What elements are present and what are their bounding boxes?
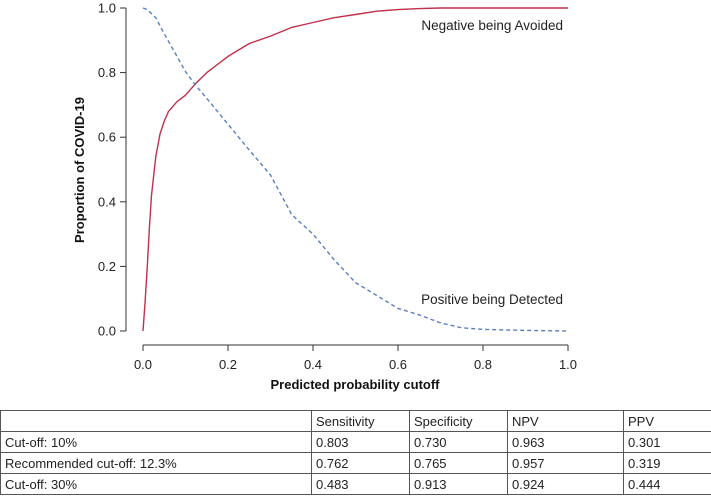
table-cell: 0.963 <box>507 431 624 453</box>
table-cell: 0.483 <box>311 473 410 495</box>
row-label: Cut-off: 10% <box>0 431 312 453</box>
table-header-cell: PPV <box>623 410 711 432</box>
y-tick-label: 0.4 <box>98 194 116 209</box>
y-axis-title: Proportion of COVID-19 <box>72 97 87 243</box>
x-tick-label: 0.8 <box>474 357 492 372</box>
series-line-negative-being-avoided <box>142 7 568 332</box>
axes: 0.0 0.2 0.4 0.6 0.8 1.0 0.0 0.2 0.4 0.6 0.8 1.0 <box>98 1 577 373</box>
table-cell: 0.765 <box>409 452 508 474</box>
table-header-cell <box>0 410 312 432</box>
table-header-cell: Sensitivity <box>311 410 410 432</box>
x-axis-title: Predicted probability cutoff <box>270 377 440 392</box>
table-header-cell: Specificity <box>409 410 508 432</box>
table-cell: 0.957 <box>507 452 624 474</box>
chart: 0.0 0.2 0.4 0.6 0.8 1.0 0.0 0.2 0.4 0.6 0.8 1.0 Neg… <box>72 1 577 393</box>
table-cell: 0.730 <box>409 431 508 453</box>
x-tick-label: 1.0 <box>559 357 577 372</box>
metrics-table: Sensitivity Specificity NPV PPV Cut-off:… <box>0 410 711 495</box>
table-cell: 0.913 <box>409 473 508 495</box>
table-header-cell: NPV <box>507 410 624 432</box>
table-row: Cut-off: 30% 0.483 0.913 0.924 0.444 <box>0 473 711 495</box>
table-cell: 0.301 <box>623 431 711 453</box>
x-tick-label: 0.4 <box>304 357 322 372</box>
table-cell: 0.762 <box>311 452 410 474</box>
y-tick-label: 0.0 <box>98 324 116 339</box>
table-cell: 0.444 <box>623 473 711 495</box>
table-header-row: Sensitivity Specificity NPV PPV <box>0 410 711 432</box>
table-cell: 0.924 <box>507 473 624 495</box>
x-tick-label: 0.2 <box>219 357 237 372</box>
series-layer <box>142 7 569 332</box>
row-label: Cut-off: 30% <box>0 473 312 495</box>
annotation-positive-detected: Positive being Detected <box>421 292 563 307</box>
y-tick-label: 0.2 <box>98 259 116 274</box>
table-cell: 0.803 <box>311 431 410 453</box>
y-tick-label: 0.8 <box>98 65 116 80</box>
x-tick-label: 0.0 <box>134 357 152 372</box>
table-row: Cut-off: 10% 0.803 0.730 0.963 0.301 <box>0 431 711 453</box>
table-cell: 0.319 <box>623 452 711 474</box>
y-tick-label: 1.0 <box>98 1 116 16</box>
annotation-negative-avoided: Negative being Avoided <box>421 18 563 33</box>
x-tick-label: 0.6 <box>389 357 407 372</box>
y-tick-label: 0.6 <box>98 130 116 145</box>
table-row: Recommended cut-off: 12.3% 0.762 0.765 0… <box>0 452 711 474</box>
row-label: Recommended cut-off: 12.3% <box>0 452 312 474</box>
series-line-positive-being-detected <box>142 7 569 332</box>
